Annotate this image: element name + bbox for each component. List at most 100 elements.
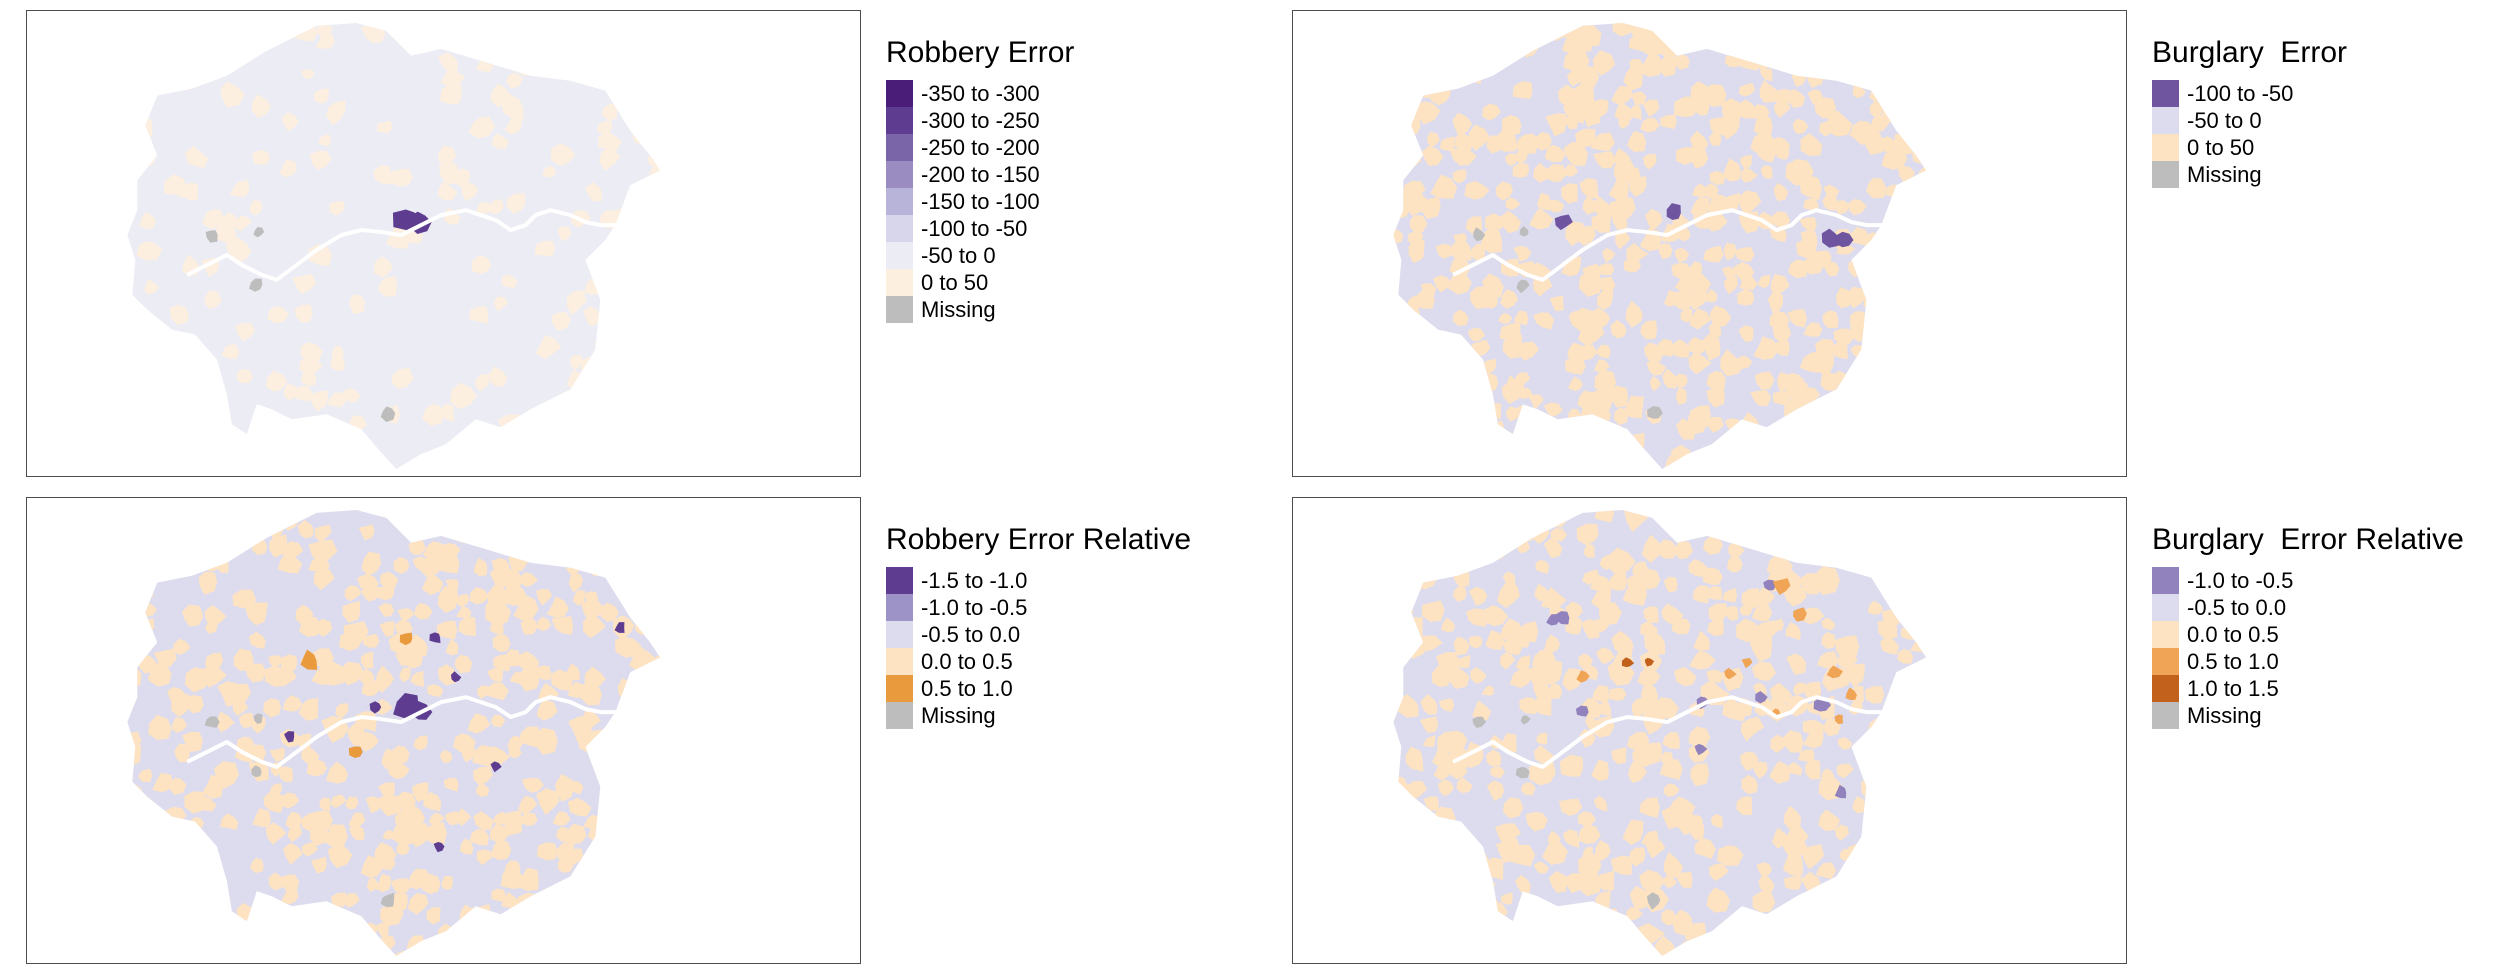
- ward-area: [1482, 359, 1497, 374]
- ward-area: [1469, 953, 1482, 957]
- ward-area: [1482, 103, 1501, 121]
- ward-area: [649, 509, 661, 526]
- ward-area: [551, 616, 574, 635]
- ward-area: [1509, 668, 1532, 688]
- ward-area: [456, 936, 476, 957]
- ward-area: [513, 594, 539, 622]
- ward-area: [491, 714, 506, 727]
- ward-area: [1880, 635, 1900, 655]
- ward-area: [138, 768, 153, 783]
- ward-area: [1575, 34, 1593, 52]
- ward-area: [1854, 22, 1867, 36]
- ward-area: [1706, 669, 1724, 683]
- ward-area: [1705, 416, 1725, 433]
- ward-area: [1881, 733, 1906, 752]
- ward-area: [649, 870, 661, 891]
- legend-burglary-error-relative: Burglary Error Relative -1.0 to -0.5 -0.5…: [2152, 523, 2464, 729]
- ward-area: [1900, 673, 1917, 689]
- ward-area: [1597, 344, 1611, 359]
- ward-area: [625, 61, 651, 88]
- ward-area: [248, 631, 266, 649]
- ward-area: [1866, 386, 1891, 412]
- ward-area: [1435, 243, 1454, 259]
- ward-area: [1911, 552, 1927, 574]
- ward-area: [1515, 147, 1528, 165]
- ward-area: [1408, 911, 1424, 927]
- ward-area: [1535, 559, 1550, 574]
- ward-area: [1691, 468, 1712, 470]
- ward-area: [1708, 322, 1722, 339]
- ward-area: [267, 306, 289, 324]
- ward-area: [1706, 585, 1723, 600]
- ward-area: [1837, 872, 1857, 892]
- ward-area: [410, 670, 425, 687]
- ward-area: [1549, 295, 1564, 312]
- legend-item: -100 to -50: [886, 215, 1074, 242]
- ward-area: [203, 558, 219, 572]
- ward-area: [1421, 196, 1441, 220]
- ward-area: [280, 874, 300, 892]
- ward-area: [1869, 309, 1884, 328]
- ward-area: [1455, 654, 1471, 668]
- ward-area: [411, 469, 424, 476]
- ward-area: [1409, 214, 1428, 233]
- ward-area: [1882, 510, 1903, 525]
- ward-area: [1804, 57, 1829, 77]
- ward-area: [285, 811, 303, 831]
- ward-area: [394, 619, 413, 637]
- ward-area: [1688, 351, 1712, 375]
- ward-area: [540, 887, 560, 906]
- ward-area: [1740, 955, 1763, 957]
- ward-area-missing: [204, 716, 220, 728]
- ward-area: [572, 589, 585, 606]
- ward-area-low: [433, 842, 445, 853]
- ward-area: [375, 698, 393, 716]
- ward-area: [1738, 82, 1756, 97]
- ward-area: [267, 452, 280, 469]
- ward-area: [1755, 22, 1779, 41]
- ward-area: [643, 762, 661, 787]
- ward-area: [391, 367, 414, 389]
- ward-area: [246, 465, 268, 470]
- legend-label: Missing: [2187, 703, 2262, 728]
- ward-area: [1662, 368, 1677, 389]
- ward-area: [1683, 272, 1712, 295]
- ward-area: [1552, 471, 1564, 476]
- ward-area: [1877, 618, 1897, 641]
- ward-area: [1626, 731, 1650, 752]
- ward-area: [1437, 779, 1454, 797]
- ward-area: [1727, 554, 1743, 573]
- ward-area: [1482, 50, 1502, 73]
- ward-area: [1657, 470, 1674, 476]
- ward-area: [198, 795, 217, 812]
- ward-area: [1393, 570, 1405, 585]
- legend-item: 0 to 50: [886, 269, 1074, 296]
- ward-area: [645, 799, 661, 817]
- ward-area: [1804, 758, 1821, 780]
- legend-swatch: [886, 621, 913, 648]
- ward-area: [443, 777, 459, 792]
- ward-area: [1788, 952, 1806, 957]
- legend-swatch: [2152, 107, 2179, 134]
- ward-area: [1658, 22, 1681, 38]
- ward-area: [1393, 228, 1404, 244]
- ward-area: [506, 648, 520, 667]
- ward-area: [1436, 510, 1460, 529]
- ward-area: [551, 936, 563, 952]
- ward-area: [1690, 763, 1710, 787]
- ward-area: [505, 509, 524, 529]
- ward-area-missing: [1515, 766, 1530, 779]
- ward-area: [1717, 22, 1742, 42]
- ward-area: [1709, 132, 1722, 146]
- ward-area: [335, 703, 349, 719]
- ward-area: [148, 714, 172, 741]
- ward-area: [1919, 826, 1927, 841]
- ward-area: [516, 892, 545, 917]
- ward-area: [1865, 337, 1890, 363]
- ward-area: [1578, 270, 1602, 297]
- ward-area: [1688, 336, 1708, 354]
- legend-item: Missing: [886, 296, 1074, 323]
- ward-area: [1393, 837, 1407, 860]
- ward-area: [1751, 604, 1773, 622]
- legend-label: 0 to 50: [2187, 135, 2255, 160]
